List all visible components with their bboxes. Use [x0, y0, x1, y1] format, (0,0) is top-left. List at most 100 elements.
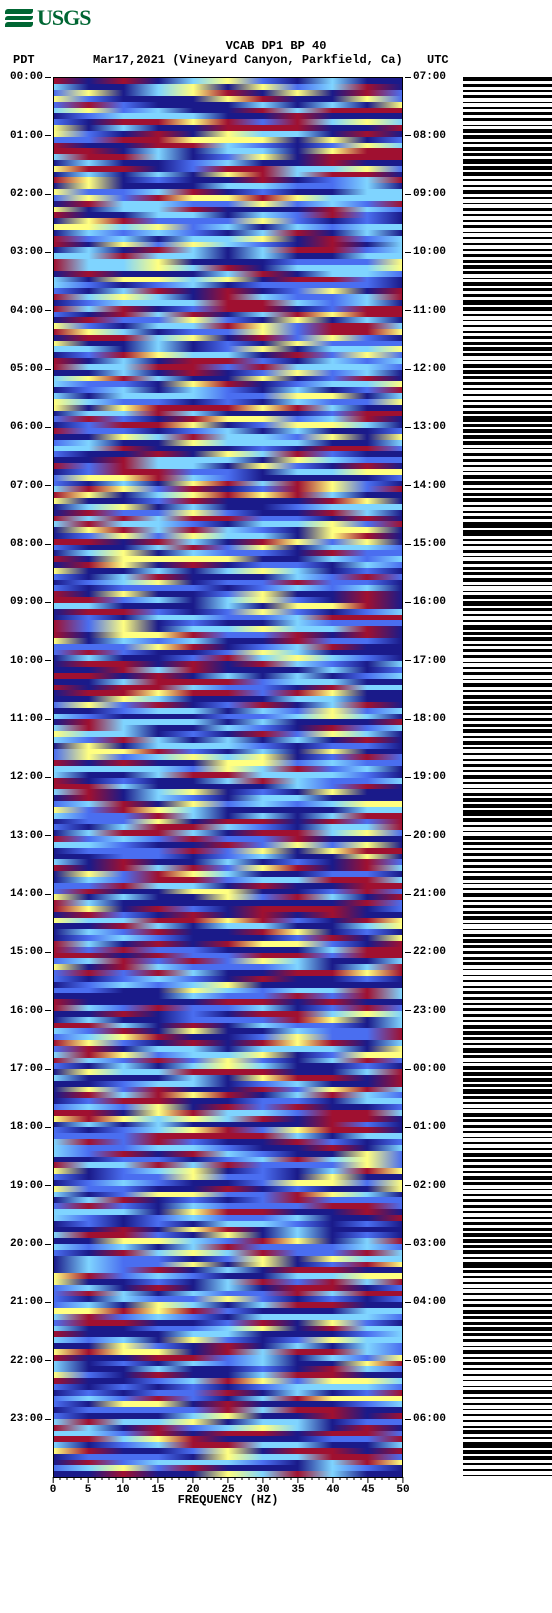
seismo-trace: [463, 613, 552, 617]
seismo-trace: [463, 1187, 552, 1191]
seismo-trace: [463, 770, 552, 774]
seismo-trace: [463, 1379, 552, 1383]
seismo-trace: [463, 1089, 552, 1093]
seismo-trace: [463, 248, 552, 252]
seismo-trace: [463, 1430, 552, 1434]
seismo-trace: [463, 1362, 552, 1366]
seismo-trace: [463, 543, 552, 547]
seismo-trace: [463, 1113, 552, 1117]
seismo-trace: [463, 172, 552, 176]
pdt-tick: 14:00: [10, 888, 51, 900]
seismo-trace: [463, 1344, 552, 1348]
seismo-trace: [463, 1256, 552, 1260]
seismo-trace: [463, 1419, 552, 1423]
spectrogram-row: [54, 1471, 402, 1477]
utc-tick: 04:00: [405, 1296, 446, 1308]
utc-tick: 00:00: [405, 1063, 446, 1075]
seismo-trace: [463, 1164, 552, 1168]
seismogram: [463, 77, 552, 1477]
seismo-trace: [463, 1233, 552, 1237]
seismo-trace: [463, 775, 552, 779]
date-location: Mar17,2021 (Vineyard Canyon, Parkfield, …: [53, 53, 427, 67]
seismo-trace: [463, 1042, 552, 1046]
pdt-tick: 02:00: [10, 188, 51, 200]
station-title: VCAB DP1 BP 40: [5, 39, 547, 53]
utc-tick: 16:00: [405, 596, 446, 608]
pdt-tick: 16:00: [10, 1005, 51, 1017]
seismo-trace: [463, 213, 552, 217]
seismo-trace: [463, 504, 552, 508]
seismo-trace: [463, 219, 552, 223]
seismo-trace: [463, 956, 552, 960]
seismo-trace: [463, 625, 552, 630]
seismo-trace: [463, 973, 552, 977]
pdt-tick: 15:00: [10, 946, 51, 958]
seismo-trace: [463, 1002, 552, 1006]
utc-tick: 22:00: [405, 946, 446, 958]
seismo-trace: [463, 1245, 552, 1249]
seismo-trace: [463, 996, 552, 1000]
seismo-trace: [463, 643, 552, 647]
utc-tick: 18:00: [405, 713, 446, 725]
seismo-trace: [463, 555, 552, 559]
seismo-trace: [463, 1141, 552, 1145]
utc-label: UTC: [427, 53, 527, 67]
seismo-trace: [463, 353, 552, 357]
seismo-trace: [463, 288, 552, 292]
seismo-trace: [463, 1205, 552, 1209]
seismo-trace: [463, 752, 552, 756]
seismo-trace: [463, 1119, 552, 1123]
seismo-trace: [463, 1124, 552, 1128]
seismo-trace: [463, 1450, 552, 1454]
seismo-trace: [463, 979, 552, 983]
seismo-trace: [463, 810, 552, 817]
seismo-trace: [463, 672, 552, 676]
seismo-trace: [463, 498, 552, 502]
seismo-trace: [463, 1176, 552, 1180]
seismo-trace: [463, 470, 552, 474]
seismo-trace: [463, 601, 552, 606]
utc-tick: 05:00: [405, 1355, 446, 1367]
seismo-trace: [463, 1008, 552, 1012]
seismo-trace: [463, 265, 552, 269]
seismo-trace: [463, 147, 552, 151]
seismo-trace: [463, 190, 552, 195]
seismo-trace: [463, 424, 552, 428]
seismo-trace: [463, 319, 552, 323]
utc-tick: 17:00: [405, 655, 446, 667]
seismo-trace: [463, 324, 552, 328]
seismo-trace: [463, 1250, 552, 1254]
seismo-trace: [463, 1072, 552, 1076]
usgs-logo: USGS: [5, 5, 547, 31]
seismo-trace: [463, 101, 552, 105]
seismo-trace: [463, 595, 552, 599]
seismo-trace: [463, 106, 552, 110]
seismo-trace: [463, 804, 552, 808]
utc-tick: 10:00: [405, 246, 446, 258]
seismo-trace: [463, 196, 552, 200]
seismo-trace: [463, 112, 552, 116]
seismo-trace: [463, 1408, 552, 1412]
pdt-tick: 17:00: [10, 1063, 51, 1075]
seismo-trace: [463, 870, 552, 874]
seismo-trace: [463, 718, 552, 722]
seismo-trace: [463, 1356, 552, 1360]
seismo-trace: [463, 1170, 552, 1174]
seismo-trace: [463, 1066, 552, 1070]
seismo-trace: [463, 1014, 552, 1018]
seismo-trace: [463, 1222, 552, 1226]
seismo-trace: [463, 313, 552, 317]
seismo-trace: [463, 452, 552, 456]
seismo-trace: [463, 1239, 552, 1243]
utc-tick: 09:00: [405, 188, 446, 200]
seismo-trace: [463, 824, 552, 828]
utc-tick: 08:00: [405, 130, 446, 142]
pdt-tick: 01:00: [10, 130, 51, 142]
seismo-trace: [463, 666, 552, 670]
seismo-trace: [463, 359, 552, 363]
utc-tick: 02:00: [405, 1180, 446, 1192]
seismo-trace: [463, 184, 552, 188]
seismo-trace: [463, 382, 552, 386]
seismo-trace: [463, 1287, 552, 1291]
pdt-tick: 20:00: [10, 1238, 51, 1250]
